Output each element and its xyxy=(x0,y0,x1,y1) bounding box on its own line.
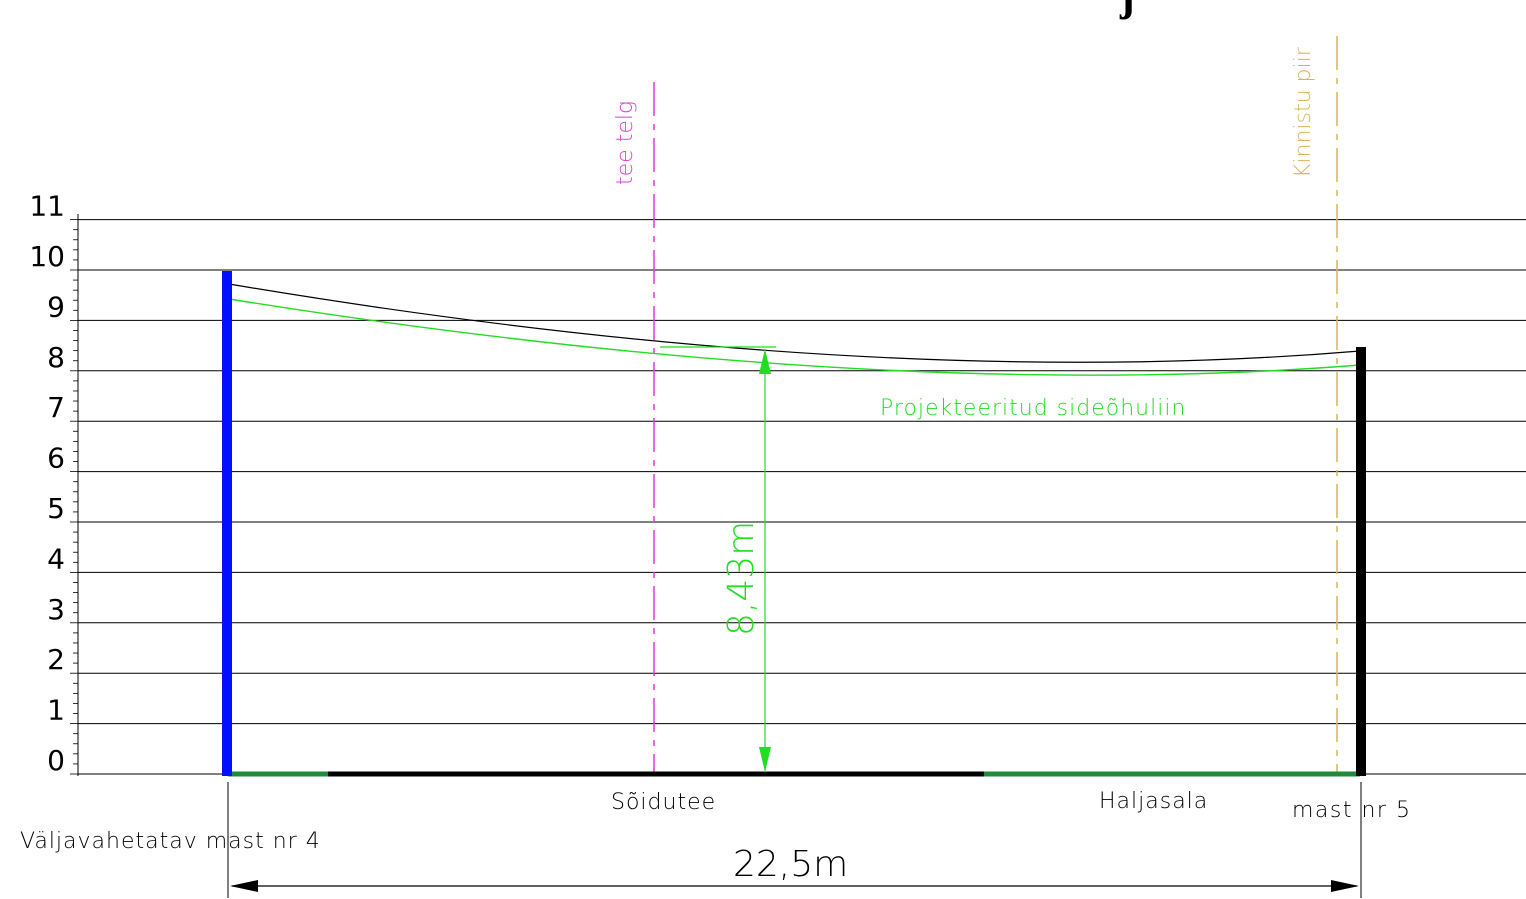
y-tick-label-10: 10 xyxy=(29,240,65,273)
clearance-dimension xyxy=(660,346,776,772)
y-tick-label-4: 4 xyxy=(47,542,65,575)
projected-line-label: Projekteeritud sideõhuliin xyxy=(880,396,1186,421)
road-axis-label: tee telg xyxy=(613,101,638,185)
span-label: 22,5m xyxy=(733,844,848,885)
y-tick-label-7: 7 xyxy=(47,391,65,424)
clearance-arrow-top xyxy=(759,349,771,374)
right-pole-label: mast nr 5 xyxy=(1292,798,1411,823)
y-tick-label-5: 5 xyxy=(47,492,65,525)
span-arrow-left xyxy=(230,880,258,892)
existing-line xyxy=(228,283,1361,363)
projected-line xyxy=(228,298,1361,376)
y-tick-label-9: 9 xyxy=(47,290,65,323)
title-fragment: j xyxy=(1119,0,1135,20)
y-axis-labels: 0 1 2 3 4 5 6 7 8 9 10 11 xyxy=(29,190,65,777)
y-tick-label-2: 2 xyxy=(47,643,65,676)
y-tick-label-1: 1 xyxy=(47,694,65,727)
y-tick-label-11: 11 xyxy=(29,190,65,223)
y-tick-label-8: 8 xyxy=(47,341,65,374)
y-tick-label-6: 6 xyxy=(47,442,65,475)
clearance-label: 8,43m xyxy=(721,521,762,636)
road-label: Sõidutee xyxy=(611,790,716,815)
grid-lines xyxy=(78,219,1526,775)
y-tick-label-0: 0 xyxy=(47,744,65,777)
clearance-arrow-bottom xyxy=(759,747,771,772)
y-tick-label-3: 3 xyxy=(47,593,65,626)
green-label: Haljasala xyxy=(1099,789,1208,814)
span-dimension xyxy=(227,782,1362,898)
span-arrow-right xyxy=(1331,880,1359,892)
y-axis-tick-marks xyxy=(70,219,78,775)
left-pole-label: Väljavahetatav mast nr 4 xyxy=(20,829,321,854)
property-boundary-label: Kinnistu piir xyxy=(1291,46,1316,178)
